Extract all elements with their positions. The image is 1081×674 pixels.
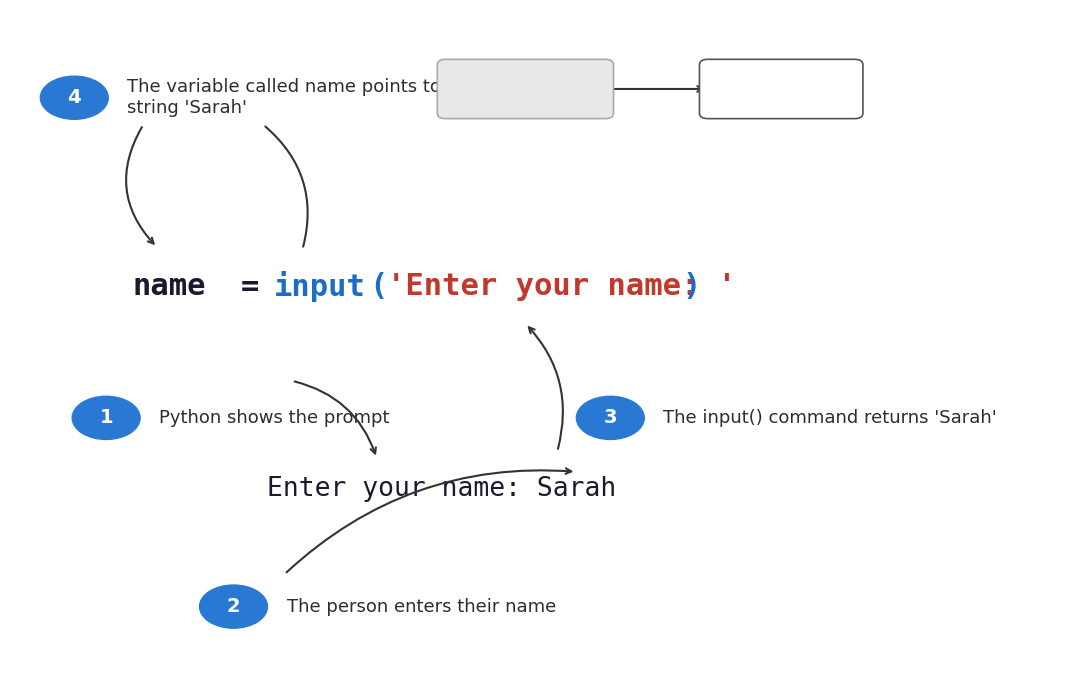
FancyBboxPatch shape bbox=[438, 59, 614, 119]
Text: 'Enter your name: ': 'Enter your name: ' bbox=[387, 272, 736, 301]
Text: Enter your name: Sarah: Enter your name: Sarah bbox=[267, 476, 617, 501]
Text: =: = bbox=[241, 272, 259, 301]
Text: ): ) bbox=[682, 272, 700, 301]
Circle shape bbox=[200, 585, 267, 628]
Text: 4: 4 bbox=[67, 88, 81, 107]
FancyBboxPatch shape bbox=[699, 59, 863, 119]
Circle shape bbox=[576, 396, 644, 439]
Text: Python shows the prompt: Python shows the prompt bbox=[159, 409, 390, 427]
Text: 1: 1 bbox=[99, 408, 112, 427]
Text: 3: 3 bbox=[603, 408, 617, 427]
Text: name: name bbox=[133, 272, 206, 301]
Text: The input() command returns 'Sarah': The input() command returns 'Sarah' bbox=[664, 409, 997, 427]
Text: 2: 2 bbox=[227, 597, 240, 616]
Text: input: input bbox=[273, 271, 365, 302]
Text: The variable called name points to the
string 'Sarah': The variable called name points to the s… bbox=[128, 78, 477, 117]
Circle shape bbox=[40, 76, 108, 119]
Text: name: name bbox=[498, 79, 552, 99]
Text: (: ( bbox=[370, 272, 388, 301]
Text: The person enters their name: The person enters their name bbox=[286, 598, 556, 615]
Text: 'Sarah': 'Sarah' bbox=[733, 79, 827, 99]
Circle shape bbox=[72, 396, 141, 439]
